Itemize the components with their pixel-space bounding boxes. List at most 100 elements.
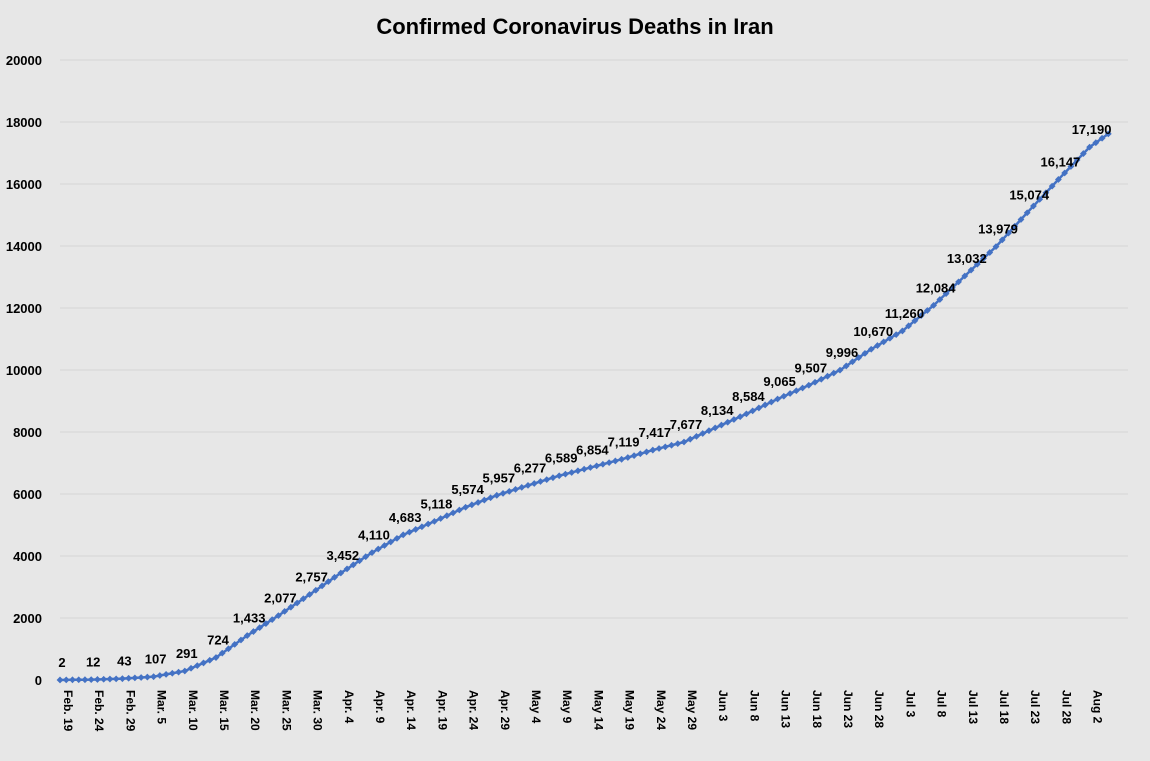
data-point (150, 673, 157, 681)
data-point (599, 460, 607, 468)
data-label: 8,134 (701, 403, 734, 418)
data-label: 1,433 (233, 611, 266, 626)
data-label: 3,452 (327, 548, 360, 563)
x-tick-label: May 19 (623, 690, 637, 730)
data-point (374, 545, 382, 553)
data-point (480, 496, 488, 504)
data-point (574, 467, 582, 475)
x-tick-label: Jul 18 (997, 690, 1011, 724)
y-tick-label: 12000 (6, 301, 42, 316)
data-label: 6,277 (514, 460, 547, 475)
data-point (156, 672, 164, 679)
data-point (218, 649, 226, 657)
x-tick-label: Feb. 24 (92, 690, 106, 732)
x-tick-label: Mar. 5 (155, 690, 169, 724)
data-point (412, 526, 420, 533)
data-point (593, 462, 601, 470)
data-label: 4,683 (389, 510, 422, 525)
data-point (1048, 182, 1056, 190)
data-point (1011, 222, 1019, 230)
x-tick-label: Jun 18 (810, 690, 824, 728)
x-tick-label: May 24 (654, 690, 668, 730)
data-point (842, 362, 850, 370)
data-labels: 2 12 43 107 291 724 1,433 2,077 2,757 3,452 4,110 4… (58, 122, 1111, 670)
data-point (119, 675, 126, 683)
data-label: 9,065 (763, 374, 796, 389)
data-point (855, 354, 863, 361)
data-point (306, 591, 313, 598)
x-tick-label: Mar. 15 (217, 690, 231, 731)
data-point (69, 676, 76, 684)
data-point (175, 668, 182, 676)
data-point (1073, 156, 1081, 164)
x-tick-label: Jun 28 (872, 690, 886, 728)
data-point (886, 334, 894, 342)
data-label: 9,507 (795, 360, 828, 375)
data-point (168, 669, 176, 677)
data-point (998, 236, 1006, 244)
data-point (200, 659, 207, 667)
data-point (162, 671, 170, 678)
x-tick-label: Jul 13 (966, 690, 980, 724)
y-tick-label: 0 (35, 673, 42, 688)
data-point (630, 452, 638, 460)
data-point (431, 517, 438, 525)
data-point (312, 586, 320, 594)
data-point (318, 582, 326, 590)
data-label: 4,110 (358, 528, 390, 543)
data-point (774, 395, 781, 403)
data-point (730, 416, 738, 423)
data-point (518, 484, 526, 491)
x-tick-label: Jul 23 (1028, 690, 1042, 724)
data-point (468, 501, 476, 509)
data-point (661, 443, 669, 451)
data-label: 5,957 (483, 470, 516, 485)
data-point (331, 573, 338, 581)
data-point (1067, 163, 1075, 170)
data-point (399, 531, 407, 539)
y-tick-label: 20000 (6, 53, 42, 68)
x-tick-label: Mar. 20 (248, 690, 262, 731)
x-tick-label: Jul 28 (1059, 690, 1073, 724)
x-tick-label: Jul 8 (935, 690, 949, 718)
x-tick-label: Jun 8 (747, 690, 761, 722)
data-point (337, 569, 345, 577)
data-point (143, 673, 151, 681)
data-point (880, 338, 888, 346)
x-tick-label: Jul 3 (903, 690, 917, 718)
data-point (406, 528, 413, 536)
chart-title: Confirmed Coronavirus Deaths in Iran (376, 14, 773, 39)
data-label: 11,260 (885, 306, 924, 321)
data-label: 724 (207, 633, 229, 648)
data-point (256, 624, 264, 631)
data-point (455, 506, 463, 514)
data-point (693, 432, 700, 440)
x-tick-label: Aug 2 (1091, 690, 1105, 724)
data-point (125, 674, 133, 682)
x-tick-label: May 4 (529, 690, 543, 724)
x-tick-label: Apr. 29 (498, 690, 512, 730)
data-label: 17,190 (1072, 122, 1112, 137)
data-point (611, 457, 619, 465)
data-label: 43 (117, 654, 131, 669)
y-tick-label: 18000 (6, 115, 42, 130)
data-point (1079, 150, 1087, 157)
data-label: 291 (176, 646, 198, 661)
data-point (624, 454, 632, 461)
data-point (767, 398, 775, 406)
data-point (849, 358, 856, 366)
y-tick-label: 8000 (13, 425, 42, 440)
x-tick-label: Apr. 24 (467, 690, 481, 730)
data-point (512, 485, 519, 493)
data-label: 2 (58, 655, 65, 670)
data-point (112, 675, 120, 683)
data-point (299, 595, 307, 603)
data-label: 12 (86, 655, 100, 670)
data-point (699, 430, 707, 437)
series-layer (56, 130, 1112, 684)
data-point (493, 491, 501, 499)
data-point (980, 254, 987, 262)
x-tick-label: Feb. 29 (123, 690, 137, 732)
data-point (87, 676, 95, 684)
